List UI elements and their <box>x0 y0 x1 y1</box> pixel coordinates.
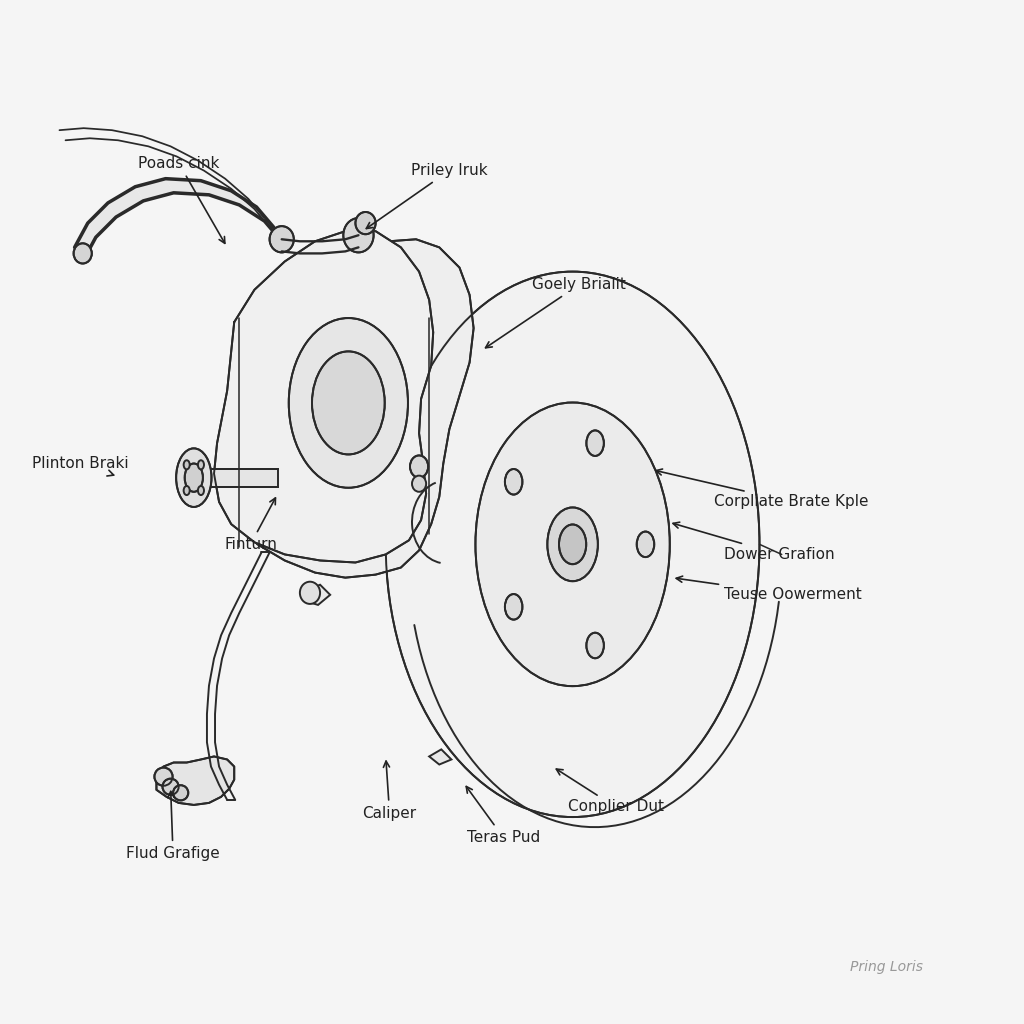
Ellipse shape <box>637 531 654 557</box>
Ellipse shape <box>548 508 598 582</box>
Text: Dower Grafion: Dower Grafion <box>673 522 835 562</box>
Ellipse shape <box>410 456 428 477</box>
Ellipse shape <box>289 318 408 487</box>
Ellipse shape <box>155 768 173 785</box>
Polygon shape <box>157 757 234 805</box>
Polygon shape <box>429 750 452 765</box>
Ellipse shape <box>183 460 189 469</box>
Polygon shape <box>221 240 474 578</box>
Text: Goely Brialit: Goely Brialit <box>485 278 626 348</box>
Ellipse shape <box>74 244 92 263</box>
Ellipse shape <box>386 271 760 817</box>
Polygon shape <box>88 203 116 238</box>
Ellipse shape <box>505 469 522 495</box>
Ellipse shape <box>559 524 586 564</box>
Ellipse shape <box>269 226 294 252</box>
Polygon shape <box>256 207 282 242</box>
Text: Teras Pud: Teras Pud <box>466 786 540 845</box>
Ellipse shape <box>412 475 426 492</box>
Ellipse shape <box>587 430 604 456</box>
Ellipse shape <box>173 785 188 801</box>
Text: Teuse Oowerment: Teuse Oowerment <box>676 577 862 602</box>
Ellipse shape <box>475 402 670 686</box>
Ellipse shape <box>300 582 321 604</box>
Polygon shape <box>214 231 433 562</box>
Text: Poads cink: Poads cink <box>138 156 225 244</box>
Ellipse shape <box>343 218 374 252</box>
Text: Conplier Dut: Conplier Dut <box>556 769 664 814</box>
Ellipse shape <box>312 351 385 455</box>
Ellipse shape <box>184 464 203 492</box>
Polygon shape <box>197 469 278 486</box>
Text: Plinton Braki: Plinton Braki <box>32 456 129 476</box>
Polygon shape <box>201 180 240 205</box>
Text: Caliper: Caliper <box>362 761 417 820</box>
Ellipse shape <box>198 486 204 495</box>
Ellipse shape <box>198 460 204 469</box>
Ellipse shape <box>183 486 189 495</box>
Ellipse shape <box>587 633 604 658</box>
Polygon shape <box>108 186 143 217</box>
Text: Pring Loris: Pring Loris <box>850 959 924 974</box>
Text: Priley Iruk: Priley Iruk <box>367 163 487 228</box>
Text: Corpliate Brate Kple: Corpliate Brate Kple <box>656 469 868 509</box>
Ellipse shape <box>163 778 178 795</box>
Text: Flud Grafige: Flud Grafige <box>126 792 220 861</box>
Polygon shape <box>305 585 330 605</box>
Polygon shape <box>231 190 264 221</box>
Ellipse shape <box>176 449 212 507</box>
Polygon shape <box>135 178 174 201</box>
Ellipse shape <box>355 212 376 234</box>
Polygon shape <box>75 223 96 261</box>
Text: Finturn: Finturn <box>224 498 278 552</box>
Polygon shape <box>166 178 209 195</box>
Ellipse shape <box>505 594 522 620</box>
